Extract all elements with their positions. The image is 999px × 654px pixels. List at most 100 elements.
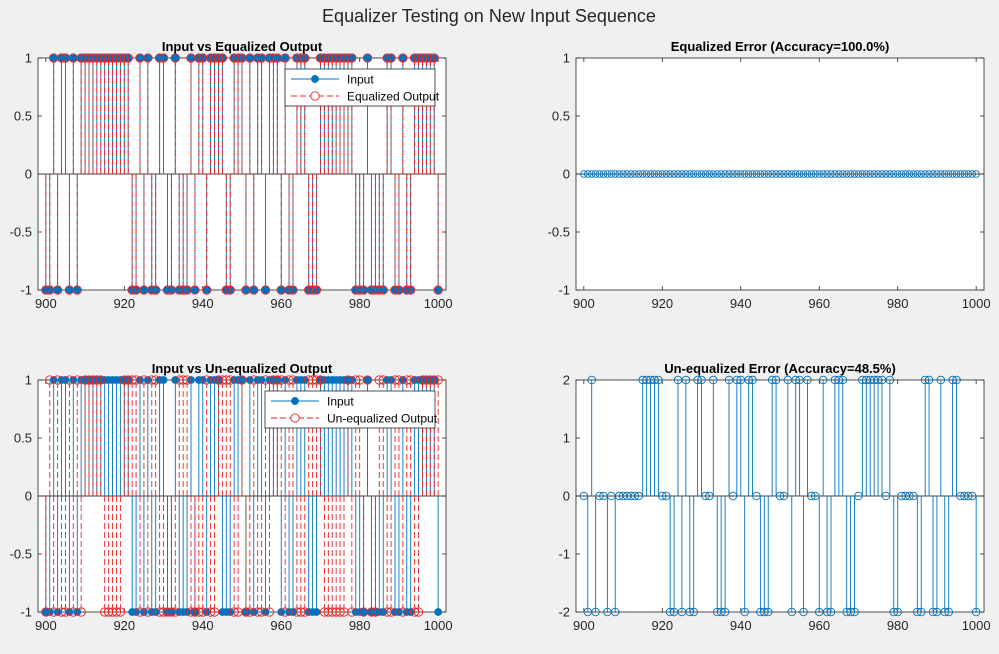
- stem-marker: [409, 607, 420, 617]
- stem-marker: [740, 607, 749, 617]
- stem-marker: [268, 53, 279, 63]
- stem-marker: [312, 608, 321, 616]
- stem-marker: [610, 607, 620, 617]
- stem-marker: [674, 170, 682, 178]
- stem-marker: [662, 170, 670, 178]
- stem-marker: [709, 170, 718, 178]
- stem-marker: [421, 375, 432, 385]
- stem-marker: [123, 375, 133, 385]
- stem-marker: [213, 375, 224, 385]
- stem-marker: [84, 375, 94, 385]
- stem-marker: [591, 170, 600, 178]
- stem-marker: [362, 375, 373, 385]
- stem-marker: [245, 53, 255, 63]
- y-tick-label: 0: [563, 167, 570, 182]
- stem-marker: [119, 53, 129, 63]
- stem-marker: [304, 375, 314, 385]
- stem-marker: [355, 375, 365, 385]
- stem-marker: [406, 285, 416, 295]
- stem-marker: [390, 285, 400, 295]
- stem-marker: [756, 170, 765, 178]
- stem-marker: [862, 170, 871, 178]
- y-tick-label: -1: [558, 283, 570, 298]
- stem-marker: [358, 607, 369, 617]
- legend-label: Equalized Output: [347, 90, 440, 104]
- stem-marker: [654, 375, 663, 385]
- stem-marker: [186, 53, 196, 63]
- stem-marker: [799, 170, 808, 178]
- stem-marker: [147, 285, 157, 295]
- stem-marker: [752, 170, 761, 178]
- stem-marker: [818, 375, 828, 385]
- stem-marker: [948, 170, 957, 178]
- stem-marker: [268, 375, 279, 385]
- stem-marker: [217, 53, 228, 63]
- stem-marker: [429, 53, 439, 63]
- stem-marker: [280, 607, 290, 617]
- stem-marker: [52, 285, 63, 295]
- stem-marker: [60, 53, 71, 63]
- stem-marker: [107, 53, 118, 63]
- stem-marker: [666, 170, 674, 178]
- stem-marker: [850, 607, 859, 617]
- stem-marker: [780, 170, 788, 178]
- stem-marker: [398, 53, 408, 63]
- stem-marker: [846, 170, 855, 178]
- stem-marker: [343, 53, 353, 63]
- stem-marker: [623, 170, 631, 178]
- series-0: [579, 375, 981, 617]
- stem-marker: [288, 375, 298, 385]
- stem-marker: [819, 170, 827, 178]
- stem-marker: [143, 53, 153, 63]
- stem-marker: [296, 53, 306, 63]
- stem-marker: [803, 170, 812, 178]
- stem-marker: [972, 170, 980, 178]
- stem-marker: [607, 170, 616, 178]
- stem-marker: [398, 607, 408, 617]
- x-tick-label: 920: [651, 618, 673, 633]
- stem-marker: [335, 607, 345, 617]
- stem-marker: [84, 53, 94, 63]
- stem-marker: [882, 170, 890, 178]
- x-tick-label: 900: [573, 296, 595, 311]
- stem-marker: [41, 285, 51, 295]
- stem-marker: [347, 53, 357, 63]
- stem-marker: [893, 170, 902, 178]
- figure-title: Equalizer Testing on New Input Sequence: [322, 6, 656, 26]
- stem-marker: [701, 170, 710, 178]
- stem-marker: [890, 170, 898, 178]
- stem-marker: [709, 375, 718, 385]
- stem-marker: [96, 375, 106, 385]
- stem-marker: [280, 53, 290, 63]
- stem-marker: [154, 53, 165, 63]
- stem-marker: [162, 607, 173, 617]
- plot-equalized-error: 900 920 940 960 980 1000 -1 -0.5 0 0.5 1 Equalized …: [548, 39, 991, 311]
- x-tick-label: 920: [113, 618, 135, 633]
- stem-marker: [599, 170, 608, 178]
- stem-marker: [119, 375, 129, 385]
- stem-marker: [41, 607, 51, 617]
- stem-marker: [253, 607, 263, 617]
- stem-marker: [131, 375, 141, 385]
- x-tick-label: 1000: [424, 618, 453, 633]
- stem-marker: [803, 375, 812, 385]
- stem-marker: [198, 53, 208, 63]
- stem-marker: [823, 170, 831, 178]
- stem-marker: [213, 53, 224, 63]
- stem-marker: [331, 53, 341, 63]
- stem-marker: [319, 607, 330, 617]
- x-tick-label: 940: [730, 296, 752, 311]
- stem-marker: [276, 375, 286, 385]
- stem-marker: [343, 375, 353, 385]
- stem-marker: [347, 607, 357, 617]
- stem-marker: [272, 53, 282, 63]
- stem-marker: [642, 170, 651, 178]
- x-tick-label: 980: [887, 296, 909, 311]
- stem-marker: [646, 170, 655, 178]
- axes-title: Input vs Un-equalized Output: [152, 361, 333, 376]
- stem-marker: [307, 285, 318, 295]
- stem-marker: [202, 375, 212, 385]
- stem-marker: [842, 170, 851, 178]
- legend-marker: [310, 91, 320, 101]
- stem-marker: [56, 607, 67, 617]
